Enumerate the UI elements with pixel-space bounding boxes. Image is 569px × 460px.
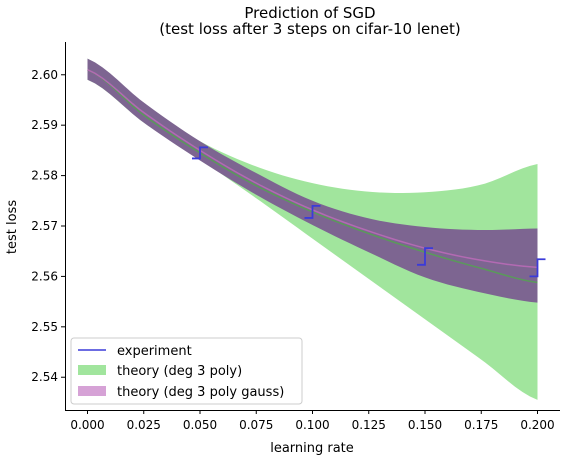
- y-tick-label: 2.60: [31, 68, 58, 82]
- x-tick-label: 0.150: [408, 418, 442, 432]
- y-ticks: 2.54 2.55 2.56 2.57 2.58 2.59 2.60: [31, 68, 65, 384]
- legend-poly-swatch: [78, 365, 106, 375]
- x-tick-label: 0.125: [352, 418, 386, 432]
- y-tick-label: 2.59: [31, 118, 58, 132]
- x-axis-label: learning rate: [270, 441, 354, 456]
- legend-poly-label: theory (deg 3 poly): [117, 364, 242, 379]
- x-tick-label: 0.025: [127, 418, 161, 432]
- legend-experiment-label: experiment: [117, 344, 192, 359]
- x-tick-label: 0.175: [464, 418, 498, 432]
- legend-gauss-label: theory (deg 3 poly gauss): [117, 385, 284, 400]
- y-tick-label: 2.57: [31, 219, 58, 233]
- x-tick-label: 0.000: [70, 418, 104, 432]
- y-tick-label: 2.56: [31, 269, 58, 283]
- x-tick-label: 0.200: [520, 418, 554, 432]
- legend-gauss-swatch: [78, 386, 106, 396]
- experiment-step-3: [417, 247, 433, 266]
- x-tick-label: 0.075: [239, 418, 273, 432]
- y-tick-label: 2.54: [31, 370, 58, 384]
- chart-subtitle: (test loss after 3 steps on cifar-10 len…: [159, 20, 460, 38]
- experiment-step-2: [304, 204, 321, 219]
- y-tick-label: 2.55: [31, 320, 58, 334]
- band-gauss: [87, 58, 538, 303]
- x-ticks: 0.000 0.025 0.050 0.075 0.100 0.125 0.150 0.175…: [70, 410, 555, 432]
- experiment-step-4: [529, 258, 546, 278]
- experiment-step-1: [192, 146, 208, 160]
- chart-title: Prediction of SGD: [244, 4, 375, 22]
- legend: experiment theory (deg 3 poly) theory (d…: [70, 337, 303, 405]
- legend-frame: [70, 337, 303, 405]
- x-tick-label: 0.050: [183, 418, 217, 432]
- y-axis-label: test loss: [5, 200, 20, 254]
- x-tick-label: 0.100: [295, 418, 329, 432]
- plot-area: [87, 58, 546, 400]
- y-tick-label: 2.58: [31, 169, 58, 183]
